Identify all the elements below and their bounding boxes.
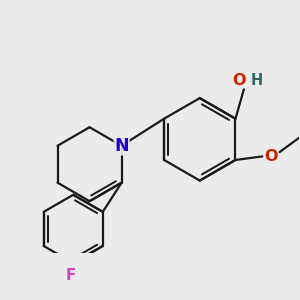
Text: O: O — [232, 73, 246, 88]
Text: O: O — [264, 149, 278, 164]
Text: N: N — [114, 137, 129, 155]
Text: F: F — [65, 268, 76, 283]
Text: H: H — [251, 73, 263, 88]
